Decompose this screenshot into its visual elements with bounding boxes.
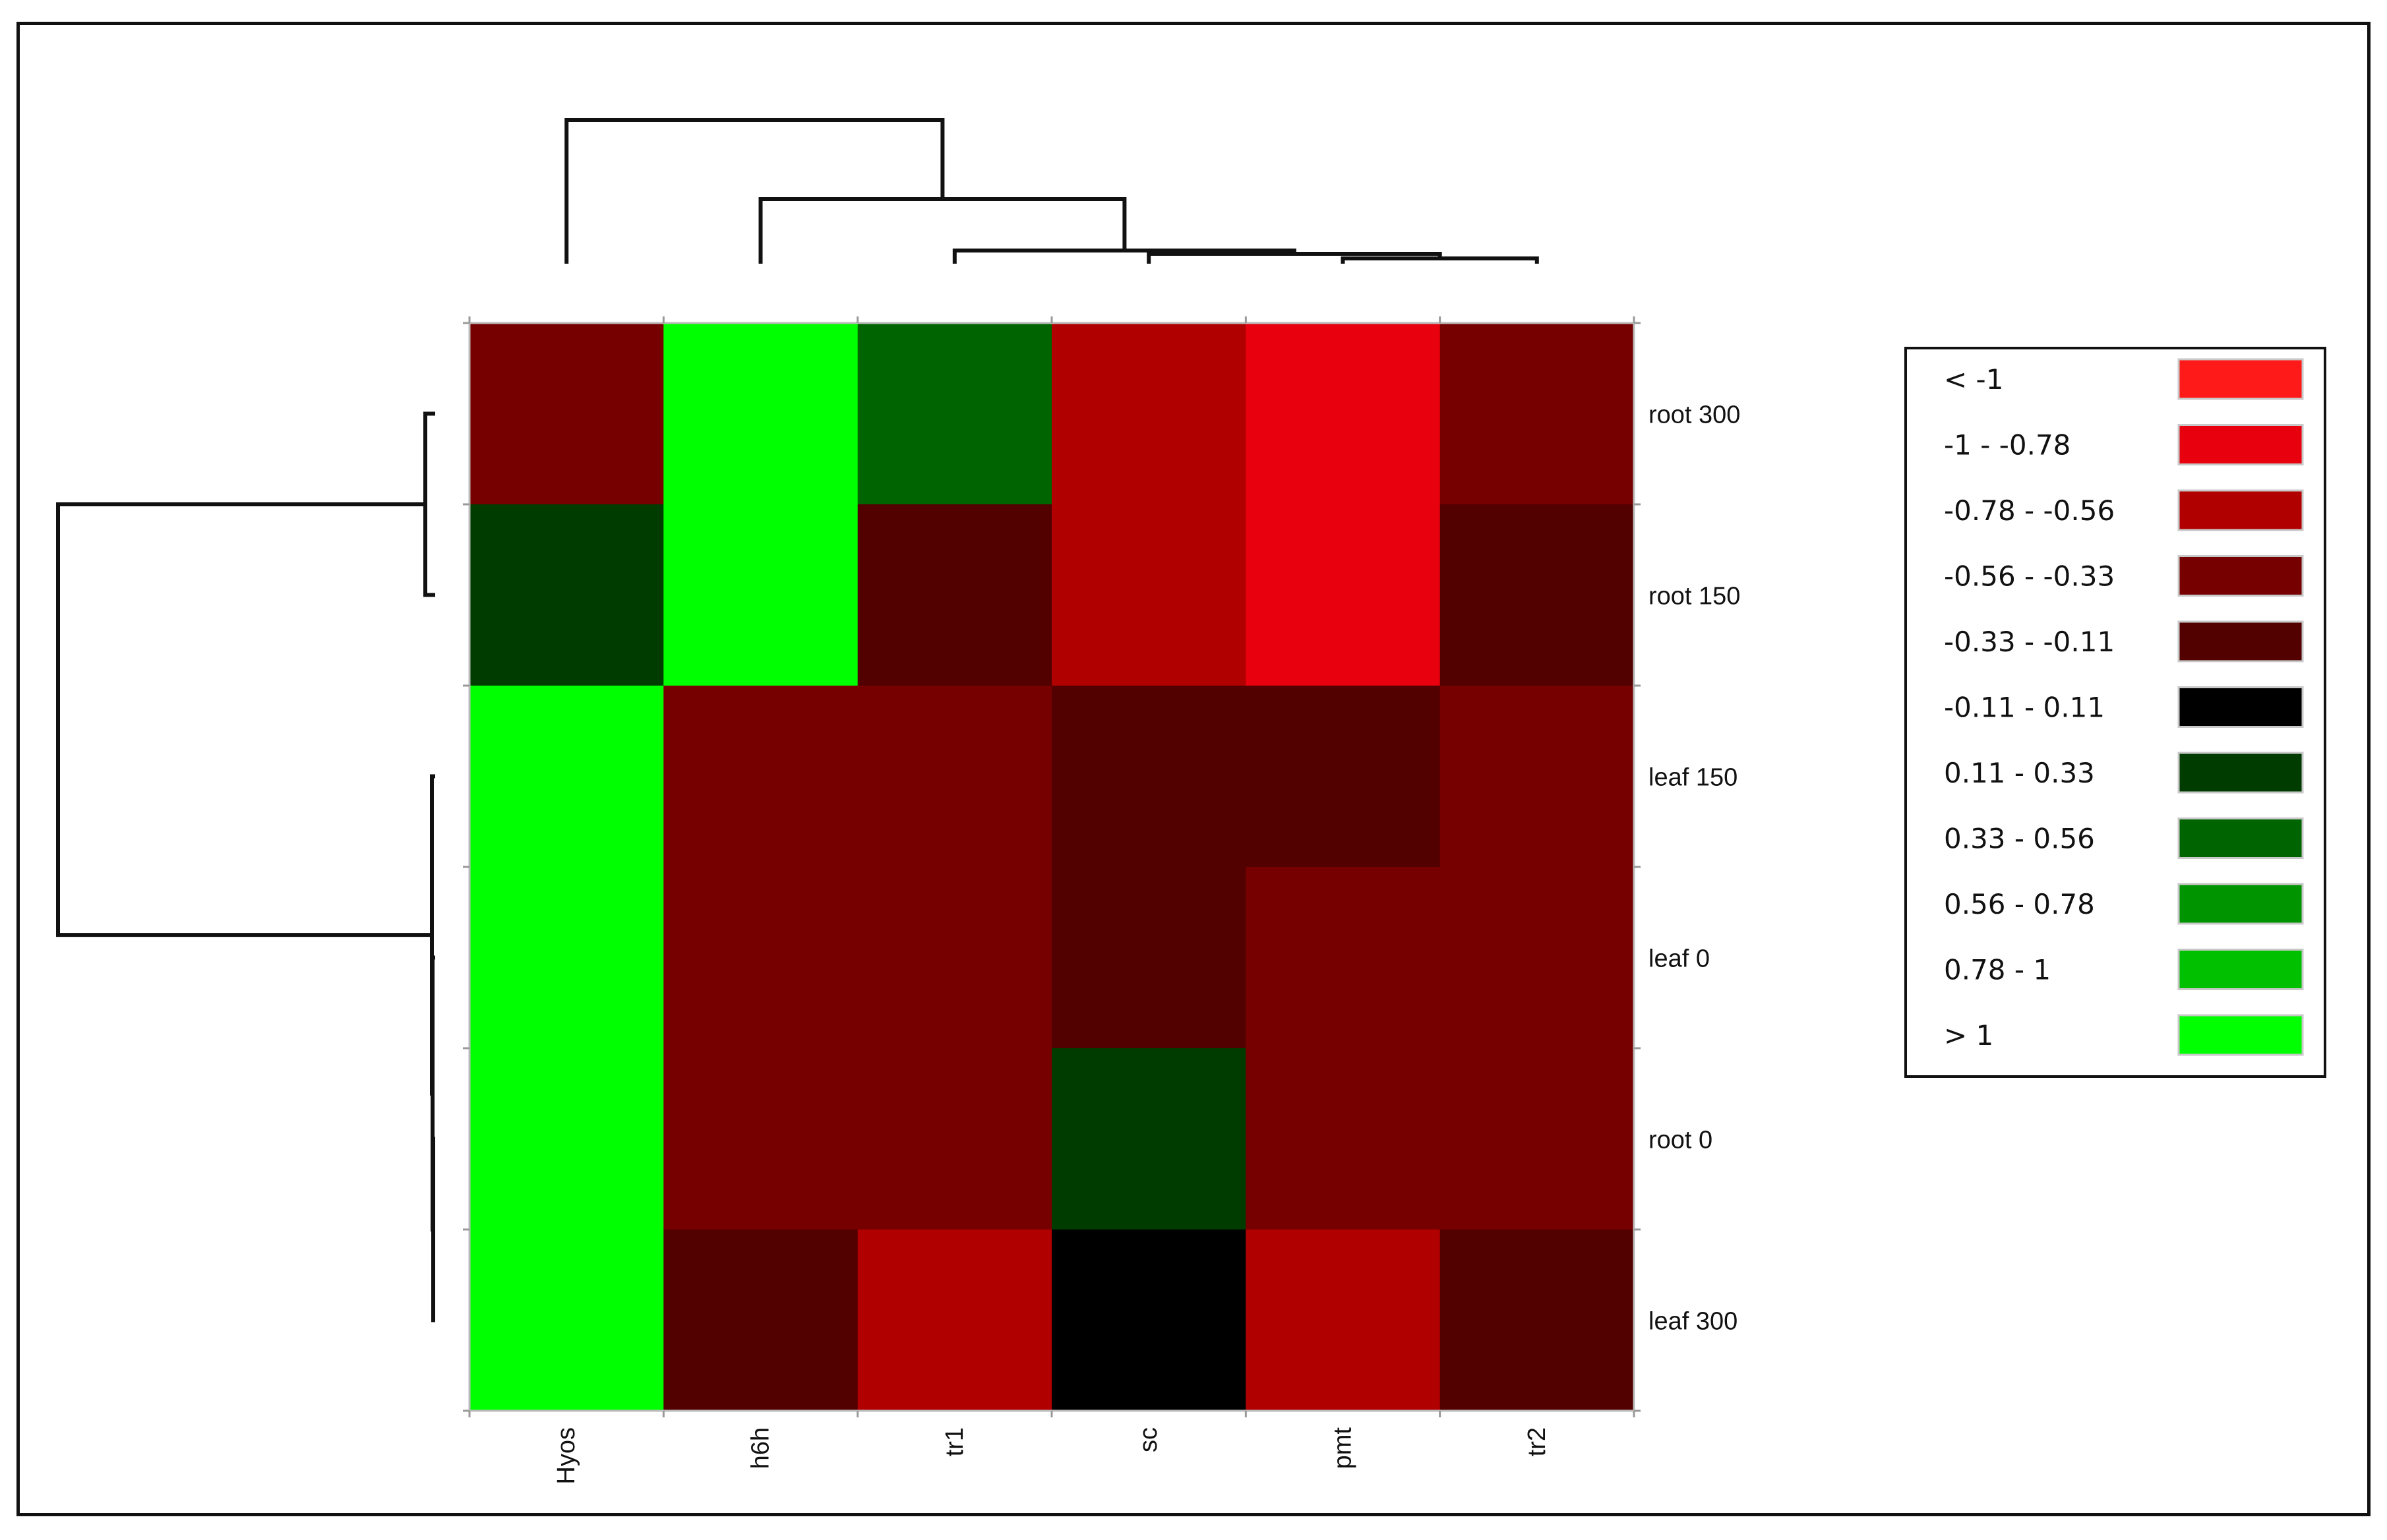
legend-swatch: [2177, 1014, 2304, 1056]
row-dendrogram-link: [423, 411, 435, 597]
heatmap-cell: [1052, 1229, 1246, 1411]
row-labels: root 300 root 150 leaf 150 leaf 0 root 0 leaf…: [1648, 401, 1740, 1336]
legend-swatch: [2177, 358, 2304, 400]
heatmap-cell: [1439, 323, 1635, 505]
column-label: tr1: [941, 1427, 969, 1456]
row-label: leaf 0: [1648, 945, 1710, 973]
row-label: root 0: [1648, 1127, 1712, 1154]
row-label: root 300: [1648, 401, 1740, 429]
legend-swatch: [2177, 949, 2304, 990]
heatmap-cell: [469, 867, 664, 1049]
heatmap-cell: [1246, 1048, 1441, 1230]
heatmap-cell: [469, 1229, 664, 1411]
heatmap-cell: [663, 867, 859, 1049]
heatmap-cell: [1246, 1229, 1441, 1411]
legend-label: 0.78 - 1: [1944, 954, 2051, 986]
column-dendrogram-link: [1341, 256, 1539, 264]
heatmap-cell: [469, 686, 664, 868]
legend-swatch: [2177, 424, 2304, 465]
heatmap-cell: [663, 504, 859, 686]
legend-label: -0.11 - 0.11: [1944, 692, 2105, 724]
heatmap-cell: [1246, 323, 1441, 505]
heatmap-cell: [857, 867, 1052, 1049]
column-label: tr2: [1523, 1427, 1551, 1456]
heatmap-cell: [1246, 504, 1441, 686]
legend-label: < -1: [1944, 363, 2003, 396]
legend-swatch: [2177, 883, 2304, 925]
row-label: root 150: [1648, 583, 1740, 610]
heatmap-cell: [663, 686, 859, 868]
row-dendrogram: [56, 411, 435, 1322]
heatmap-cell: [1052, 504, 1246, 686]
legend-label: 0.11 - 0.33: [1944, 757, 2095, 789]
legend-swatch: [2177, 489, 2304, 531]
heatmap-cell: [857, 323, 1052, 505]
column-dendrogram: [564, 118, 1539, 264]
legend-swatch: [2177, 555, 2304, 597]
heatmap-cell: [1052, 867, 1246, 1049]
legend-label: -0.56 - -0.33: [1944, 560, 2115, 593]
column-label: h6h: [747, 1427, 775, 1469]
heatmap-cell: [857, 504, 1052, 686]
heatmap-cell: [663, 323, 859, 505]
legend-label: -0.33 - -0.11: [1944, 626, 2115, 658]
row-label: leaf 300: [1648, 1308, 1737, 1336]
heatmap-cell: [1052, 686, 1246, 868]
heatmap-cell: [469, 504, 664, 686]
color-legend: < -1 -1 - -0.78 -0.78 - -0.56 -0.56 - -0.33…: [1904, 347, 2326, 1078]
heatmap-cell: [857, 686, 1052, 868]
heatmap-cell: [663, 1048, 859, 1230]
heatmap-cell: [1052, 1048, 1246, 1230]
heatmap-cell: [1052, 323, 1246, 505]
row-label: leaf 150: [1648, 764, 1737, 792]
column-label: Hyos: [553, 1427, 580, 1485]
legend-swatch: [2177, 620, 2304, 663]
heatmap-cell: [663, 1229, 859, 1411]
legend-label: -0.78 - -0.56: [1944, 494, 2115, 527]
heatmap-cell: [469, 1048, 664, 1230]
heatmap-cell: [1439, 867, 1635, 1049]
row-dendrogram-link: [56, 502, 432, 937]
heatmap-cell: [1439, 1229, 1635, 1411]
column-dendrogram-link: [758, 197, 1127, 264]
heatmap-cell: [469, 323, 664, 505]
legend-swatch: [2177, 752, 2304, 794]
heatmap-cell: [1439, 686, 1635, 868]
legend-label: 0.56 - 0.78: [1944, 888, 2095, 920]
column-dendrogram-link: [952, 249, 1296, 264]
column-labels: Hyos h6h tr1 sc pmt tr2: [553, 1427, 1551, 1485]
row-dendrogram-link: [430, 774, 435, 1096]
legend-label: 0.33 - 0.56: [1944, 823, 2095, 855]
column-dendrogram-link: [564, 118, 945, 264]
legend-swatch: [2177, 686, 2304, 728]
heatmap-cell: [1246, 867, 1441, 1049]
column-label: sc: [1135, 1427, 1163, 1452]
heatmap-cell: [1246, 686, 1441, 868]
heatmap-cell: [1439, 504, 1635, 686]
heatmap-cell: [857, 1048, 1052, 1230]
heatmap-cells: [463, 316, 1641, 1417]
heatmap-cell: [857, 1229, 1052, 1411]
legend-label: -1 - -0.78: [1944, 429, 2070, 461]
legend-label: > 1: [1944, 1019, 1993, 1051]
heatmap-cell: [1439, 1048, 1635, 1230]
legend-swatch: [2177, 817, 2304, 859]
column-label: pmt: [1329, 1427, 1357, 1469]
